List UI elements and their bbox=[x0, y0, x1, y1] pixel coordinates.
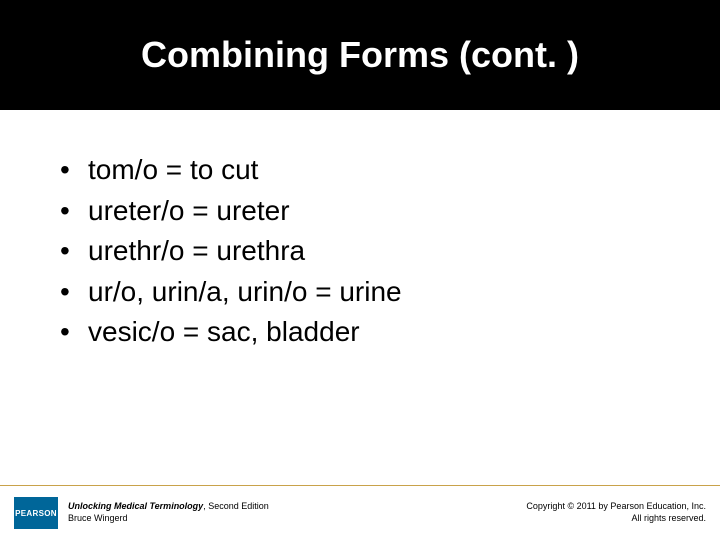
list-item: vesic/o = sac, bladder bbox=[60, 312, 670, 353]
book-title-line: Unlocking Medical Terminology, Second Ed… bbox=[68, 501, 269, 513]
book-author: Bruce Wingerd bbox=[68, 513, 269, 525]
list-item: ur/o, urin/a, urin/o = urine bbox=[60, 272, 670, 313]
bullet-list: tom/o = to cut ureter/o = ureter urethr/… bbox=[60, 150, 670, 353]
book-title: Unlocking Medical Terminology bbox=[68, 501, 203, 511]
list-item: ureter/o = ureter bbox=[60, 191, 670, 232]
book-info: Unlocking Medical Terminology, Second Ed… bbox=[68, 501, 269, 524]
list-item: urethr/o = urethra bbox=[60, 231, 670, 272]
list-item: tom/o = to cut bbox=[60, 150, 670, 191]
pearson-logo: PEARSON bbox=[14, 497, 58, 529]
slide: Combining Forms (cont. ) tom/o = to cut … bbox=[0, 0, 720, 540]
title-band: Combining Forms (cont. ) bbox=[0, 0, 720, 110]
copyright-line-1: Copyright © 2011 by Pearson Education, I… bbox=[526, 501, 706, 513]
content-area: tom/o = to cut ureter/o = ureter urethr/… bbox=[0, 110, 720, 353]
copyright: Copyright © 2011 by Pearson Education, I… bbox=[526, 501, 706, 524]
footer: PEARSON Unlocking Medical Terminology, S… bbox=[0, 486, 720, 540]
copyright-line-2: All rights reserved. bbox=[526, 513, 706, 525]
slide-title: Combining Forms (cont. ) bbox=[141, 34, 579, 76]
book-edition: , Second Edition bbox=[203, 501, 269, 511]
